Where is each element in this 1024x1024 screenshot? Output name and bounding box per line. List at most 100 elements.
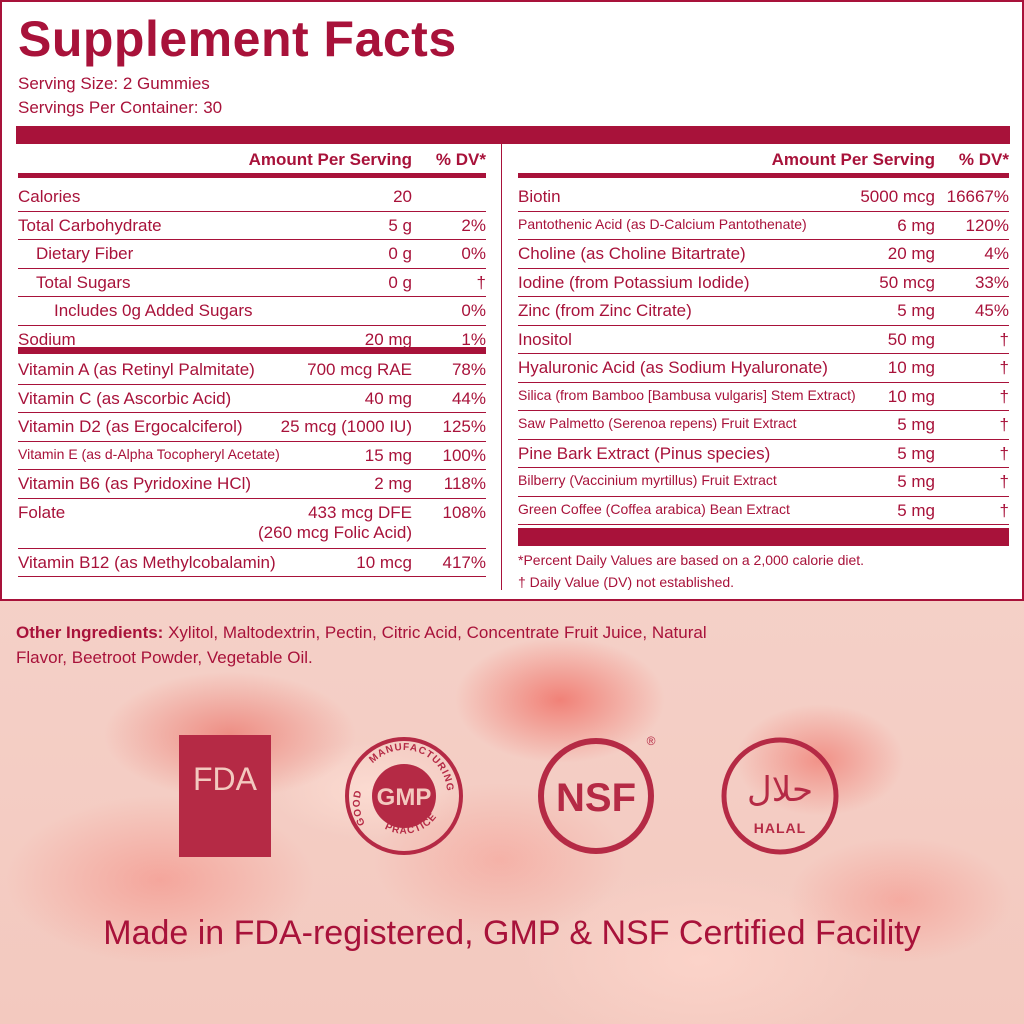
row-dv: 0% xyxy=(461,244,486,263)
row-dv: † xyxy=(476,272,486,292)
table-row: Sodium 20 mg 1% xyxy=(18,326,486,354)
dv-header: % DV* xyxy=(435,150,486,169)
row-dv: 0% xyxy=(461,301,486,320)
row-amount: 5 g xyxy=(388,215,412,235)
row-amount: 0 g xyxy=(388,244,412,263)
nsf-registered: ® xyxy=(647,735,656,748)
servings-per-container: Servings Per Container: 30 xyxy=(18,98,223,117)
footnote-dagger: † Daily Value (DV) not established. xyxy=(518,574,735,590)
row-name: Pantothenic Acid (as D-Calcium Pantothen… xyxy=(518,215,807,232)
table-row: Silica (from Bamboo [Bambusa vulgaris] S… xyxy=(518,383,1009,411)
row-amount: 0 g xyxy=(388,272,412,292)
top-bar xyxy=(16,126,1010,144)
right-bottom-bar xyxy=(518,528,1009,546)
table-row: Includes 0g Added Sugars 0% xyxy=(18,297,486,326)
row-name: Silica (from Bamboo [Bambusa vulgaris] S… xyxy=(518,386,856,403)
amount-header: Amount Per Serving xyxy=(248,150,412,169)
table-row: Calories 20 xyxy=(18,183,486,212)
gmp-text: GMP xyxy=(377,784,432,811)
made-in-statement: Made in FDA-registered, GMP & NSF Certif… xyxy=(103,914,921,952)
table-row: Inositol 50 mg † xyxy=(518,326,1009,354)
row-dv: † xyxy=(999,329,1009,349)
row-amount: 10 mg xyxy=(887,358,935,377)
row-dv: 125% xyxy=(442,417,486,436)
amount-header: Amount Per Serving xyxy=(771,150,935,169)
table-row: Folate 433 mcg DFE (260 mcg Folic Acid) 108… xyxy=(18,499,486,549)
row-amount: 5 mg xyxy=(897,415,935,434)
row-amount: 5 mg xyxy=(897,500,935,520)
row-name: Vitamin B6 (as Pyridoxine HCl) xyxy=(18,474,252,493)
row-amount: 25 mcg (1000 IU) xyxy=(280,417,412,436)
row-amount: 10 mcg xyxy=(356,552,412,572)
left-column: Amount Per Serving % DV* Calories 20 Total… xyxy=(18,144,486,594)
row-name: Saw Palmetto (Serenoa repens) Fruit Extr… xyxy=(518,415,797,431)
row-name: Total Sugars xyxy=(36,272,131,292)
table-row: Biotin 5000 mcg 16667% xyxy=(518,183,1009,212)
table-row: Vitamin A (as Retinyl Palmitate) 700 mcg … xyxy=(18,356,486,385)
row-dv: † xyxy=(999,500,1009,520)
row-name: Total Carbohydrate xyxy=(18,215,162,235)
table-row: Vitamin E (as d-Alpha Tocopheryl Acetate… xyxy=(18,442,486,470)
halal-logo: حلال HALAL xyxy=(719,735,841,862)
row-name: Vitamin D2 (as Ergocalciferol) xyxy=(18,417,243,436)
row-name: Pine Bark Extract (Pinus species) xyxy=(518,443,771,463)
table-row: Hyaluronic Acid (as Sodium Hyaluronate) 1… xyxy=(518,354,1009,383)
row-name: Green Coffee (Coffea arabica) Bean Extra… xyxy=(518,500,790,517)
row-name: Vitamin E (as d-Alpha Tocopheryl Acetate… xyxy=(18,445,280,462)
row-dv: 33% xyxy=(974,272,1009,292)
other-ingredients-text: Xylitol, Maltodextrin, Pectin, Citric Ac… xyxy=(16,623,707,667)
row-amount: 6 mg xyxy=(897,215,935,235)
table-row: Pantothenic Acid (as D-Calcium Pantothen… xyxy=(518,212,1009,240)
footnote-dv: *Percent Daily Values are based on a 2,0… xyxy=(518,552,865,568)
row-dv: 2% xyxy=(461,215,486,235)
column-divider xyxy=(501,144,502,590)
nsf-text: NSF xyxy=(556,776,636,820)
row-amount: 700 mcg RAE xyxy=(307,360,412,379)
fda-text: FDA xyxy=(193,761,258,797)
table-row: Total Sugars 0 g † xyxy=(18,269,486,297)
row-amount: 5 mg xyxy=(897,301,935,320)
row-amount: 10 mg xyxy=(887,386,935,406)
other-ingredients-label: Other Ingredients: xyxy=(16,623,164,642)
row-dv: 44% xyxy=(451,388,486,408)
table-row: Vitamin C (as Ascorbic Acid) 40 mg 44% xyxy=(18,385,486,413)
row-amount: 433 mcg DFE xyxy=(308,502,412,522)
row-amount: 20 mg xyxy=(364,329,412,349)
row-name: Zinc (from Zinc Citrate) xyxy=(518,301,692,320)
table-row: Bilberry (Vaccinium myrtillus) Fruit Ext… xyxy=(518,468,1009,497)
row-amount: 5 mg xyxy=(897,443,935,463)
row-amount: 15 mg xyxy=(364,445,412,465)
row-name: Hyaluronic Acid (as Sodium Hyaluronate) xyxy=(518,358,828,377)
row-dv: † xyxy=(999,358,1009,377)
nsf-logo: NSF ® xyxy=(535,734,661,862)
row-name: Dietary Fiber xyxy=(36,244,134,263)
row-amount-detail: (260 mcg Folic Acid) xyxy=(258,522,412,542)
row-name: Choline (as Choline Bitartrate) xyxy=(518,244,746,263)
row-amount: 20 xyxy=(393,187,412,206)
table-row: Green Coffee (Coffea arabica) Bean Extra… xyxy=(518,497,1009,525)
table-row: Zinc (from Zinc Citrate) 5 mg 45% xyxy=(518,297,1009,326)
table-row: Pine Bark Extract (Pinus species) 5 mg † xyxy=(518,440,1009,468)
row-dv: † xyxy=(999,443,1009,463)
row-name: Includes 0g Added Sugars xyxy=(54,301,253,320)
row-amount: 5 mg xyxy=(897,472,935,491)
table-row: Choline (as Choline Bitartrate) 20 mg 4% xyxy=(518,240,1009,269)
row-dv: 1% xyxy=(461,329,486,349)
row-amount: 5000 mcg xyxy=(860,187,935,206)
other-ingredients: Other Ingredients: Xylitol, Maltodextrin… xyxy=(16,620,716,670)
supplement-facts-panel: Supplement Facts Serving Size: 2 Gummies… xyxy=(0,0,1024,601)
row-name: Vitamin B12 (as Methylcobalamin) xyxy=(18,552,276,572)
fda-logo: FDA xyxy=(179,735,271,862)
row-dv: 45% xyxy=(974,301,1009,320)
table-row: Vitamin D2 (as Ergocalciferol) 25 mcg (10… xyxy=(18,413,486,442)
row-dv: 118% xyxy=(443,474,486,493)
row-dv: † xyxy=(999,472,1009,491)
table-row: Dietary Fiber 0 g 0% xyxy=(18,240,486,269)
dv-header: % DV* xyxy=(958,150,1009,169)
row-dv: 78% xyxy=(451,360,486,379)
row-dv: † xyxy=(999,386,1009,406)
page-title: Supplement Facts xyxy=(18,11,457,67)
halal-text: HALAL xyxy=(754,820,806,836)
row-dv: 4% xyxy=(984,244,1009,263)
row-dv: 108% xyxy=(442,502,486,522)
